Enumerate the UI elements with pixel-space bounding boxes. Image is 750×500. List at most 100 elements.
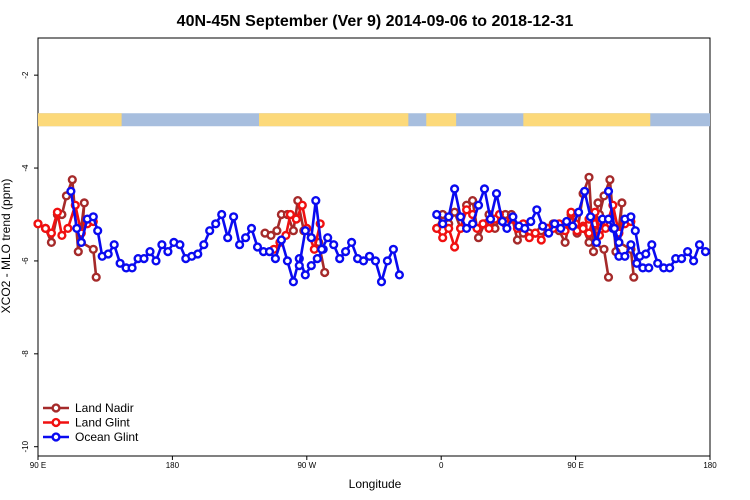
data-point bbox=[52, 207, 63, 217]
data-point bbox=[72, 223, 82, 234]
data-point bbox=[46, 228, 57, 238]
data-point bbox=[603, 186, 614, 196]
legend-label: Land Glint bbox=[75, 416, 130, 430]
data-point bbox=[593, 198, 603, 208]
data-point bbox=[306, 233, 316, 243]
data-point bbox=[584, 228, 594, 238]
data-point bbox=[468, 219, 478, 229]
data-point bbox=[211, 219, 221, 229]
data-point bbox=[205, 226, 215, 236]
data-point bbox=[73, 247, 83, 257]
data-point bbox=[223, 233, 233, 243]
data-point bbox=[665, 263, 675, 273]
data-point bbox=[329, 240, 339, 250]
data-point bbox=[40, 223, 51, 234]
data-point bbox=[524, 233, 534, 243]
data-point bbox=[300, 270, 310, 280]
legend-label: Land Nadir bbox=[75, 401, 134, 415]
data-point bbox=[388, 244, 399, 254]
data-point bbox=[473, 233, 484, 243]
data-point bbox=[297, 200, 307, 210]
data-point bbox=[193, 249, 203, 259]
data-point bbox=[526, 216, 536, 227]
x-tick-label: 180 bbox=[703, 461, 717, 470]
land-band-span bbox=[523, 113, 651, 127]
legend-item: Land Nadir bbox=[43, 401, 134, 415]
data-point bbox=[632, 258, 642, 268]
data-point bbox=[217, 209, 227, 220]
data-point bbox=[67, 175, 77, 185]
data-point bbox=[300, 226, 310, 236]
data-point bbox=[556, 223, 566, 234]
land-band-span bbox=[259, 113, 409, 127]
data-point bbox=[614, 237, 624, 248]
data-point bbox=[462, 223, 472, 234]
data-point bbox=[561, 216, 572, 227]
data-point bbox=[320, 267, 330, 278]
data-point bbox=[550, 219, 560, 229]
data-point bbox=[432, 209, 442, 220]
data-point bbox=[647, 240, 657, 250]
data-point bbox=[335, 254, 345, 264]
data-point bbox=[312, 254, 322, 264]
data-point bbox=[566, 207, 576, 217]
x-axis-label: Longitude bbox=[349, 477, 402, 491]
data-point bbox=[76, 237, 86, 248]
data-point bbox=[600, 223, 611, 234]
data-point bbox=[288, 277, 299, 287]
data-point bbox=[163, 247, 173, 257]
data-point bbox=[79, 198, 89, 208]
legend-swatch-marker bbox=[51, 417, 61, 428]
data-point bbox=[591, 237, 602, 248]
legend-swatch-marker bbox=[51, 403, 61, 413]
data-point bbox=[394, 270, 405, 280]
data-point bbox=[91, 272, 101, 282]
y-axis-label: XCO2 - MLO trend (ppm) bbox=[0, 179, 13, 314]
data-point bbox=[341, 247, 351, 257]
legend-item: Land Glint bbox=[43, 416, 130, 430]
data-point bbox=[694, 240, 705, 250]
data-point bbox=[584, 237, 594, 248]
data-point bbox=[688, 256, 699, 266]
data-point bbox=[364, 251, 375, 261]
data-point bbox=[479, 184, 490, 194]
data-point bbox=[246, 223, 257, 234]
data-point bbox=[599, 244, 609, 254]
data-point bbox=[199, 240, 209, 250]
data-point bbox=[438, 233, 448, 243]
data-point bbox=[620, 251, 630, 261]
y-tick-label: -8 bbox=[21, 350, 30, 358]
x-tick-label: 180 bbox=[166, 461, 180, 470]
data-point bbox=[444, 212, 454, 222]
data-point bbox=[629, 272, 639, 282]
data-point bbox=[347, 237, 357, 248]
data-point bbox=[115, 258, 125, 268]
data-point bbox=[229, 212, 239, 222]
data-point bbox=[641, 249, 651, 259]
data-point bbox=[309, 244, 319, 254]
data-point bbox=[93, 226, 103, 236]
data-point bbox=[567, 221, 578, 231]
data-point bbox=[63, 223, 73, 234]
data-point bbox=[291, 214, 301, 224]
data-point bbox=[109, 240, 119, 250]
data-point bbox=[676, 254, 687, 264]
data-point bbox=[508, 212, 518, 222]
data-point bbox=[682, 247, 693, 257]
data-point bbox=[139, 254, 149, 264]
data-point bbox=[609, 223, 620, 234]
legend-item: Ocean Glint bbox=[43, 430, 139, 444]
data-point bbox=[432, 223, 442, 234]
data-point bbox=[544, 228, 554, 238]
data-point bbox=[560, 237, 570, 248]
y-tick-label: -2 bbox=[21, 71, 30, 79]
data-point bbox=[270, 254, 281, 264]
data-point bbox=[272, 226, 282, 236]
legend-swatch-marker bbox=[51, 432, 61, 442]
data-point bbox=[288, 226, 299, 236]
data-point bbox=[46, 237, 57, 248]
data-point bbox=[520, 223, 530, 234]
data-point bbox=[266, 230, 276, 241]
